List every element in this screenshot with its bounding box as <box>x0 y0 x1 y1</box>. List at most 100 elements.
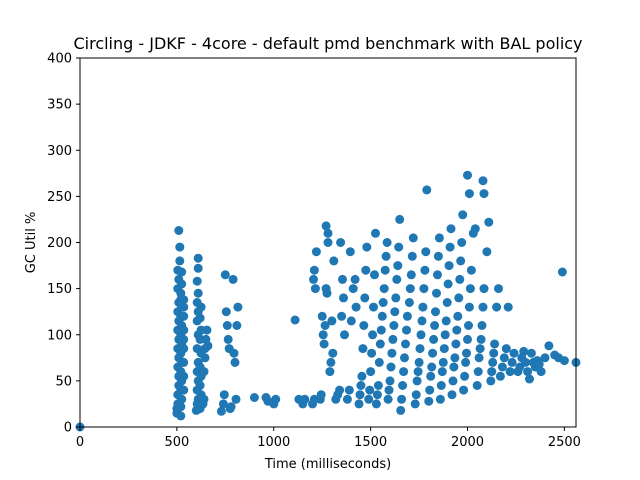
data-point-214 <box>427 362 437 372</box>
data-point-59 <box>193 288 203 298</box>
y-tick-label-5: 250 <box>47 190 72 205</box>
data-point-286 <box>509 348 519 358</box>
data-point-267 <box>479 284 489 294</box>
data-point-169 <box>380 265 390 275</box>
data-point-173 <box>384 385 394 395</box>
data-point-293 <box>525 374 534 384</box>
data-point-165 <box>376 325 386 335</box>
data-point-175 <box>386 362 396 372</box>
data-point-140 <box>348 284 358 294</box>
data-point-61 <box>193 263 203 273</box>
data-point-160 <box>371 399 381 409</box>
data-point-211 <box>424 396 434 406</box>
data-point-234 <box>446 224 456 234</box>
data-point-117 <box>320 321 330 330</box>
data-point-216 <box>429 334 439 344</box>
data-point-19 <box>175 242 185 252</box>
data-point-121 <box>321 221 331 231</box>
data-point-265 <box>477 321 487 330</box>
data-point-126 <box>328 348 338 358</box>
data-point-209 <box>421 247 431 257</box>
data-point-220 <box>433 270 442 280</box>
data-point-271 <box>484 217 494 227</box>
y-tick-label-3: 150 <box>47 282 72 297</box>
data-point-119 <box>322 288 332 298</box>
data-point-154 <box>366 367 376 377</box>
data-point-230 <box>442 298 452 307</box>
data-point-142 <box>351 302 361 312</box>
data-point-235 <box>447 390 457 400</box>
data-point-184 <box>395 214 405 224</box>
data-point-240 <box>452 325 462 335</box>
data-point-264 <box>476 334 486 344</box>
data-point-252 <box>464 321 473 330</box>
data-point-255 <box>466 265 476 275</box>
data-point-291 <box>521 357 531 367</box>
data-points <box>75 170 581 432</box>
data-point-20 <box>174 226 184 235</box>
data-point-137 <box>344 385 354 395</box>
data-point-199 <box>411 390 421 400</box>
data-point-40 <box>179 357 189 367</box>
data-point-42 <box>179 334 189 344</box>
data-point-168 <box>379 284 389 294</box>
data-point-253 <box>464 302 474 312</box>
data-point-177 <box>388 334 398 344</box>
data-point-143 <box>354 399 364 409</box>
data-point-153 <box>365 385 375 395</box>
data-point-268 <box>478 176 488 186</box>
x-axis-ticks: 0 500 1000 1500 2000 2500 <box>76 427 581 450</box>
data-point-139 <box>346 316 356 326</box>
data-point-183 <box>394 242 404 252</box>
data-point-259 <box>470 224 480 234</box>
y-tick-label-2: 100 <box>47 328 72 343</box>
data-point-194 <box>405 284 415 294</box>
x-tick-label-2: 1000 <box>257 435 290 450</box>
data-point-79 <box>202 325 212 335</box>
data-point-191 <box>402 325 411 335</box>
data-point-226 <box>438 357 448 367</box>
y-axis-label: GC Util % <box>24 212 39 274</box>
data-point-178 <box>389 321 399 330</box>
data-point-44 <box>179 311 189 321</box>
data-point-62 <box>193 253 203 263</box>
data-point-261 <box>473 367 483 377</box>
data-point-39 <box>179 371 189 381</box>
data-point-246 <box>458 210 468 220</box>
data-point-161 <box>372 390 382 400</box>
data-point-37 <box>177 267 187 277</box>
data-point-109 <box>309 265 319 275</box>
data-point-41 <box>179 344 189 354</box>
data-point-186 <box>397 394 407 404</box>
data-point-206 <box>418 302 428 312</box>
data-point-38 <box>179 385 189 395</box>
data-point-225 <box>437 367 447 377</box>
data-point-132 <box>337 311 347 321</box>
data-point-122 <box>323 228 333 238</box>
data-point-136 <box>342 394 352 404</box>
y-tick-label-1: 50 <box>55 374 72 389</box>
data-point-213 <box>426 371 436 381</box>
data-point-276 <box>490 339 500 349</box>
data-point-249 <box>461 357 471 367</box>
data-point-243 <box>455 274 465 284</box>
data-point-155 <box>367 348 377 358</box>
data-point-45 <box>179 302 189 312</box>
data-point-127 <box>329 256 339 266</box>
x-axis-label: Time (milliseconds) <box>264 457 391 472</box>
data-point-266 <box>478 302 488 312</box>
data-point-149 <box>360 293 370 303</box>
data-point-93 <box>230 357 240 367</box>
data-point-196 <box>407 251 417 261</box>
data-point-147 <box>358 344 368 354</box>
data-point-239 <box>451 339 461 349</box>
data-point-231 <box>443 279 453 289</box>
data-point-174 <box>385 376 395 386</box>
data-point-133 <box>338 274 347 284</box>
x-tick-label-0: 0 <box>76 435 84 450</box>
data-point-102 <box>290 315 300 325</box>
data-point-304 <box>557 267 567 277</box>
data-point-257 <box>464 189 474 199</box>
data-point-46 <box>179 295 189 305</box>
